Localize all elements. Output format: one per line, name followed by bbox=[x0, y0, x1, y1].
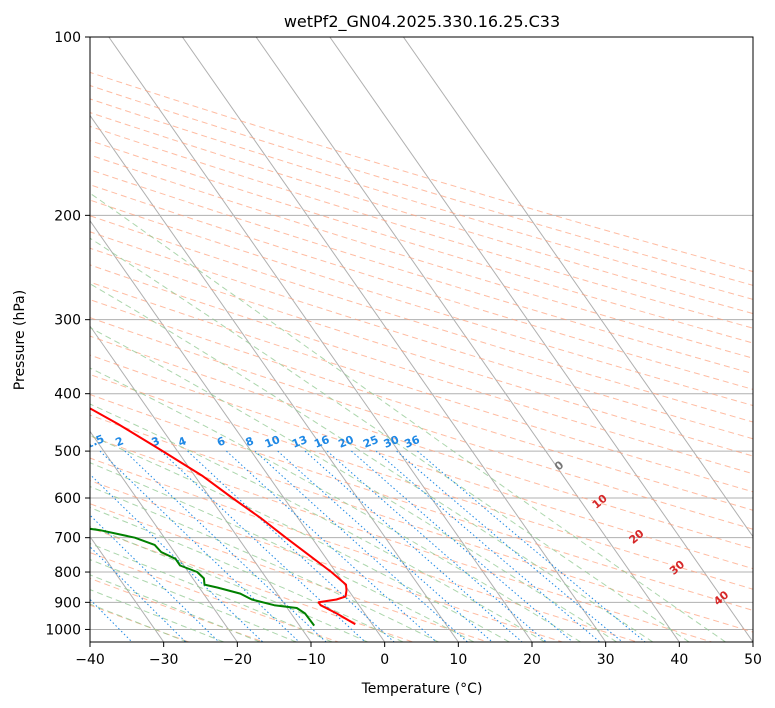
dry-adiabat-line bbox=[90, 247, 753, 457]
isotherm-line bbox=[329, 37, 753, 642]
isotherm-line bbox=[90, 430, 238, 642]
x-tick-label: 30 bbox=[597, 652, 615, 668]
mixing-ratio-label: 25 bbox=[361, 433, 380, 451]
x-tick-label: 0 bbox=[380, 652, 389, 668]
moist-adiabat-line bbox=[90, 192, 726, 642]
mixing-ratio-label: 10 bbox=[263, 433, 282, 451]
moist-adiabat-line bbox=[90, 574, 261, 642]
isotherm-line bbox=[90, 114, 459, 642]
mixing-ratio-label: 8 bbox=[244, 434, 256, 449]
isotherm-line bbox=[108, 37, 533, 642]
chart-title: wetPf2_GN04.2025.330.16.25.C33 bbox=[284, 12, 560, 32]
y-tick-label: 600 bbox=[54, 491, 81, 507]
mixing-ratio-line bbox=[396, 450, 623, 642]
dry-adiabat-line bbox=[90, 414, 753, 633]
x-axis: −40 −30 −20 −10 0 10 20 30 40 50 bbox=[75, 642, 762, 668]
x-tick-label: −20 bbox=[223, 652, 253, 668]
y-tick-label: 900 bbox=[54, 595, 81, 611]
mixing-ratio-line bbox=[90, 473, 264, 642]
y-tick-label: 500 bbox=[54, 444, 81, 460]
mixing-ratio-line bbox=[417, 450, 646, 642]
dry-adiabat-line bbox=[90, 354, 753, 570]
moist-adiabat-line bbox=[90, 403, 546, 642]
dry-adiabat-line bbox=[90, 125, 753, 329]
moist-adiabat-line bbox=[90, 559, 297, 642]
y-tick-label: 400 bbox=[54, 387, 81, 403]
temperature-profile bbox=[90, 407, 356, 626]
moist-adiabat-line bbox=[90, 462, 475, 642]
dry-adiabat-line bbox=[90, 85, 753, 286]
plot-area: 0.10.20.40.611.52346810131620253036-100-… bbox=[90, 37, 753, 642]
isotherm-line bbox=[255, 37, 680, 642]
mixing-ratio-label: 3 bbox=[150, 434, 162, 449]
moist-adiabat-line bbox=[90, 525, 368, 642]
dry-adiabat-line bbox=[90, 169, 753, 375]
mixing-ratio-line bbox=[304, 450, 523, 642]
dry-adiabat-line bbox=[90, 140, 753, 344]
mixing-ratio-line bbox=[187, 450, 395, 642]
mixing-ratio-label: 16 bbox=[312, 433, 331, 451]
dry-adiabat-line bbox=[90, 335, 753, 550]
y-axis: 100 200 300 400 500 600 700 800 900 1000 bbox=[45, 30, 90, 638]
y-axis-label: Pressure (hPa) bbox=[12, 290, 28, 390]
dry-adiabat-line bbox=[90, 480, 563, 642]
x-tick-label: −30 bbox=[149, 652, 179, 668]
x-axis-label: Temperature (°C) bbox=[361, 681, 483, 697]
isotherm-line bbox=[90, 219, 386, 642]
moist-adiabat-line bbox=[90, 283, 654, 642]
mixing-ratio-label: 2 bbox=[113, 434, 125, 449]
mixing-ratio-label: 20 bbox=[337, 433, 356, 451]
mixing-ratio-label: 13 bbox=[290, 433, 309, 451]
y-tick-label: 300 bbox=[54, 313, 81, 329]
dry-adiabat-line bbox=[90, 215, 753, 423]
mixing-ratio-line bbox=[375, 450, 601, 642]
dry-adiabat-line bbox=[90, 281, 753, 493]
moist-adiabat-line bbox=[90, 589, 224, 642]
mixing-ratio-line bbox=[90, 546, 187, 642]
dewpoint-profile bbox=[90, 527, 315, 627]
y-tick-label: 200 bbox=[54, 208, 81, 224]
dry-adiabat-line bbox=[90, 112, 753, 315]
mixing-ratio-label: 36 bbox=[403, 433, 422, 451]
moist-adiabat-line bbox=[90, 327, 617, 642]
dry-adiabat-line bbox=[90, 457, 638, 642]
mixing-ratio-label: 30 bbox=[382, 433, 401, 451]
mixing-ratio-line bbox=[226, 450, 437, 642]
mixing-ratio-line bbox=[351, 450, 574, 642]
moist-adiabat-line bbox=[90, 367, 582, 642]
dry-adiabat-line bbox=[90, 184, 753, 390]
plot-frame bbox=[89, 36, 754, 643]
dry-adiabat-line bbox=[90, 154, 753, 359]
x-tick-label: 20 bbox=[523, 652, 541, 668]
moist-adiabat-line bbox=[90, 237, 690, 642]
y-tick-label: 800 bbox=[54, 565, 81, 581]
dry-adiabat-line bbox=[90, 393, 753, 611]
mixing-ratio-line bbox=[326, 450, 547, 642]
isotherm-line bbox=[402, 37, 753, 538]
moist-adiabat-line bbox=[90, 506, 404, 642]
x-tick-label: −10 bbox=[296, 652, 326, 668]
y-tick-label: 700 bbox=[54, 531, 81, 547]
dry-adiabat-line bbox=[90, 299, 753, 511]
x-tick-label: 50 bbox=[744, 652, 762, 668]
y-tick-label: 100 bbox=[54, 30, 81, 46]
isotherm-line bbox=[90, 535, 165, 642]
y-tick-label: 1000 bbox=[45, 622, 81, 638]
x-tick-label: −40 bbox=[75, 652, 105, 668]
x-tick-label: 40 bbox=[670, 652, 688, 668]
x-tick-label: 10 bbox=[449, 652, 467, 668]
